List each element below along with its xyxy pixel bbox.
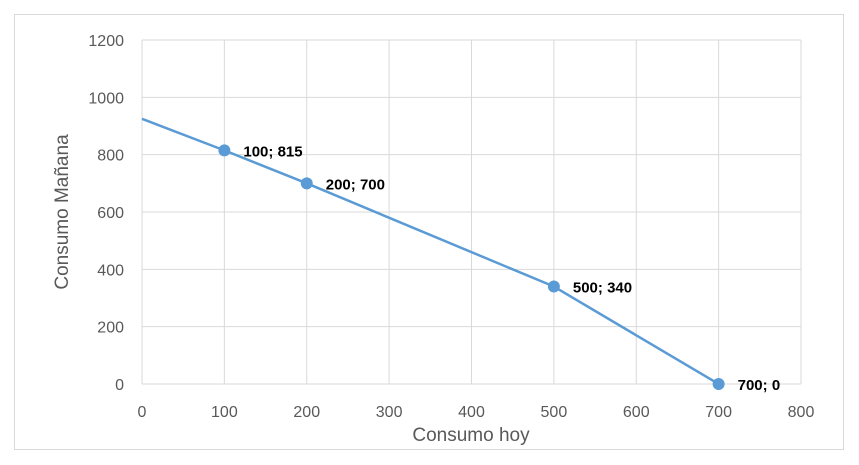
x-tick-label: 100 (211, 404, 238, 421)
y-tick-label: 1000 (88, 90, 124, 107)
x-tick-label: 300 (376, 404, 403, 421)
x-tick-label: 600 (623, 404, 650, 421)
y-tick-label: 0 (115, 377, 124, 394)
data-label: 100; 815 (243, 143, 302, 160)
data-point (218, 144, 231, 157)
x-tick-label: 200 (293, 404, 320, 421)
data-point (547, 280, 560, 293)
x-axis-title: Consumo hoy (412, 425, 530, 446)
x-tick-label: 400 (458, 404, 485, 421)
data-label: 700; 0 (738, 377, 781, 394)
series-line (141, 117, 720, 386)
y-axis-title: Consumo Mañana (52, 134, 73, 290)
data-point (712, 378, 725, 390)
grid-lines (141, 39, 802, 385)
x-tick-label: 700 (705, 404, 732, 421)
data-label: 200; 700 (326, 176, 385, 193)
y-tick-label: 1200 (88, 33, 124, 50)
y-tick-label: 400 (97, 262, 124, 279)
x-tick-label: 800 (788, 404, 815, 421)
x-tick-label: 0 (138, 404, 147, 421)
y-tick-label: 200 (97, 320, 124, 337)
data-label: 500; 340 (573, 280, 632, 297)
y-tick-label: 800 (97, 148, 124, 165)
y-tick-label: 600 (97, 205, 124, 222)
data-point (300, 177, 313, 190)
axis-ticks: 0 100 200 300 400 500 600 700 800 0 200 400 600 800 10… (88, 33, 814, 421)
series-layer: 100; 815 200; 700 500; 340 700; 0 (141, 117, 781, 394)
x-tick-label: 500 (541, 404, 568, 421)
